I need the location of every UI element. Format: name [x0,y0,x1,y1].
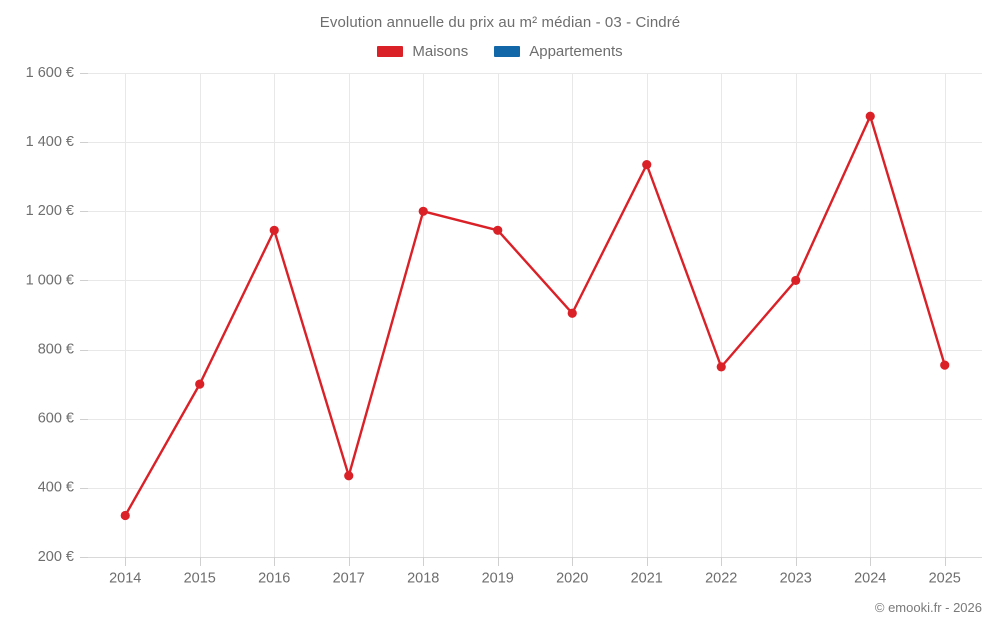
data-point-marker[interactable] [791,275,801,286]
x-axis-tick-label: 2016 [258,571,290,587]
data-point-marker[interactable] [195,379,205,389]
y-axis-tick-label: 200 € [38,549,74,565]
data-point-marker[interactable] [716,362,726,372]
legend-swatch-icon-maisons [377,46,404,57]
data-point-marker[interactable] [567,308,577,318]
data-point-marker[interactable] [269,225,279,235]
x-axis-tick-label: 2019 [482,571,514,587]
data-point-marker[interactable] [120,510,130,521]
x-axis-tick-label: 2022 [705,571,737,587]
data-point-marker[interactable] [642,160,652,170]
series-group [120,111,950,521]
chart-legend: Maisons Appartements [0,44,1000,59]
y-axis-tick-label: 600 € [38,411,74,427]
data-point-marker[interactable] [418,206,428,216]
x-axis-tick-label: 2015 [184,571,216,587]
x-axis-tick-label: 2023 [780,571,812,587]
x-axis-tick-label: 2021 [631,571,663,587]
x-axis-ticks: 2014 2015 2016 2017 2018 2019 2020 2021 2022 2023… [109,557,961,587]
x-axis-tick-label: 2017 [333,571,365,587]
x-axis-tick-label: 2020 [556,571,588,587]
data-point-marker[interactable] [493,225,503,235]
y-axis-tick-label: 1 000 € [26,272,74,288]
y-axis-tick-label: 400 € [38,480,74,496]
chart-title: Evolution annuelle du prix au m² médian … [319,14,681,31]
copyright-credit: © emooki.fr - 2026 [874,600,982,615]
y-axis-tick-label: 800 € [38,341,74,357]
legend-swatch-icon-appartements [494,46,521,57]
y-axis-tick-label: 1 400 € [26,134,74,150]
data-point-marker[interactable] [865,111,875,121]
x-axis-tick-label: 2014 [109,571,141,587]
data-point-marker[interactable] [940,360,950,370]
data-point-marker[interactable] [344,471,354,481]
x-axis-tick-label: 2024 [854,571,886,587]
series-line-maisons [124,115,946,517]
y-axis-ticks: 200 € 400 € 600 € 800 € 1 000 € 1 200 € 1 400 … [26,65,88,565]
y-axis-tick-label: 1 200 € [26,203,74,219]
x-axis-tick-label: 2025 [929,571,961,587]
legend-label-appartements: Appartements [529,43,623,60]
x-axis-tick-label: 2018 [407,571,439,587]
legend-item-maisons[interactable]: Maisons [377,44,468,59]
legend-item-appartements[interactable]: Appartements [494,43,623,60]
grid-group [88,73,982,558]
y-axis-tick-label: 1 600 € [26,65,74,81]
legend-label-maisons: Maisons [412,43,469,60]
